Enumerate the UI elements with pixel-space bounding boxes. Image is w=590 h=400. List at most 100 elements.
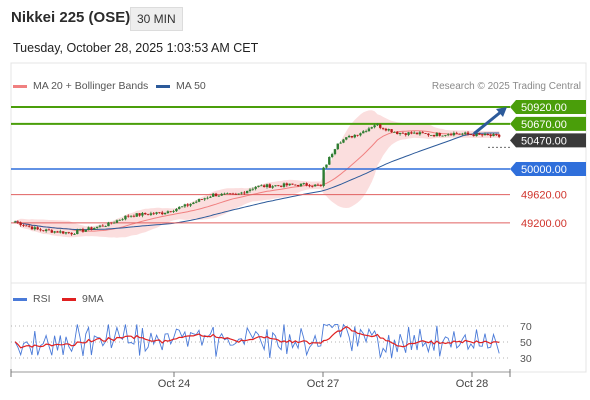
- candle-body: [480, 134, 484, 136]
- candle-body: [178, 207, 181, 209]
- candle-body: [78, 229, 82, 231]
- candle-body: [325, 164, 328, 168]
- candle-body: [50, 230, 54, 233]
- rsi-ma-swatch: [62, 297, 76, 301]
- candle-body: [200, 199, 204, 200]
- candle-body: [59, 231, 62, 233]
- candle-body: [333, 149, 337, 155]
- candle-body: [291, 183, 294, 185]
- candle-body: [217, 195, 221, 197]
- candle-body: [240, 192, 243, 194]
- candle-body: [455, 132, 458, 134]
- candle-body: [367, 128, 371, 132]
- candle-body: [268, 184, 272, 188]
- candle-body: [243, 192, 246, 194]
- candle-body: [36, 227, 39, 230]
- legend-rsi-label: RSI: [33, 293, 51, 305]
- candle-body: [449, 134, 453, 136]
- candle-body: [95, 226, 99, 228]
- candle-body: [302, 183, 306, 184]
- candle-body: [163, 212, 167, 215]
- candle-body: [115, 220, 119, 223]
- candle-body: [296, 184, 300, 187]
- price-tag-50670.00: [510, 116, 586, 131]
- candle-body: [452, 132, 456, 136]
- candle-body: [441, 135, 444, 137]
- candle-body: [342, 139, 345, 143]
- price-tag-50470.00: [510, 133, 586, 148]
- candle-body: [206, 197, 209, 199]
- candle-body: [47, 229, 51, 231]
- candle-body: [70, 232, 73, 235]
- candle-body: [262, 185, 266, 187]
- candle-body: [288, 183, 291, 186]
- candle-body: [265, 184, 269, 187]
- candle-body: [161, 212, 164, 215]
- candle-body: [44, 229, 48, 232]
- candle-body: [138, 213, 141, 216]
- candle-body: [478, 133, 481, 135]
- candle-body: [166, 211, 170, 213]
- candle-body: [421, 132, 424, 134]
- candle-body: [339, 142, 342, 144]
- ma50-swatch: [156, 84, 170, 88]
- timeframe-badge[interactable]: 30 MIN: [130, 7, 183, 31]
- candle-body: [427, 133, 430, 136]
- candle-body: [330, 154, 334, 157]
- candle-body: [390, 129, 393, 133]
- price-tag-label: 50920.00: [521, 102, 567, 114]
- candle-body: [463, 132, 467, 134]
- candle-body: [316, 184, 320, 186]
- candle-body: [404, 133, 407, 135]
- legend-rsi-ma: 9MA: [62, 293, 104, 305]
- chart-title: Nikkei 225 (OSE): [11, 9, 131, 26]
- candle-body: [234, 193, 238, 195]
- price-tag-50000.00: [510, 162, 586, 177]
- bollinger-swatch: [13, 84, 27, 88]
- candle-body: [435, 133, 439, 137]
- candle-body: [401, 132, 405, 134]
- candle-body: [226, 193, 229, 195]
- rsi-tick-label: 30: [520, 353, 532, 365]
- price-tag-label: 50470.00: [521, 135, 567, 147]
- candle-body: [370, 127, 373, 129]
- candle-body: [112, 222, 116, 224]
- candle-body: [175, 208, 178, 212]
- candle-body: [211, 193, 215, 197]
- candle-body: [373, 125, 376, 128]
- candle-body: [61, 231, 65, 234]
- price-tag-50920.00: [510, 100, 586, 114]
- candle-body: [497, 134, 501, 137]
- x-tick-label: Oct 27: [307, 378, 339, 390]
- candle-body: [214, 193, 218, 197]
- candle-body: [228, 193, 232, 195]
- timestamp: Tuesday, October 28, 2025 1:03:53 AM CET: [13, 41, 259, 55]
- candle-body: [127, 215, 130, 217]
- candle-body: [461, 133, 464, 135]
- x-tick-label: Oct 28: [456, 378, 488, 390]
- candle-body: [13, 221, 17, 223]
- candle-body: [305, 183, 308, 186]
- candle-body: [407, 132, 410, 135]
- candle-body: [294, 184, 297, 186]
- candle-body: [469, 134, 473, 135]
- candle-body: [73, 234, 76, 235]
- candle-body: [483, 133, 487, 136]
- candle-body: [248, 189, 252, 191]
- candle-body: [220, 193, 223, 196]
- candle-body: [466, 132, 470, 135]
- price-tag-label: 49200.00: [521, 218, 567, 230]
- candle-body: [129, 215, 133, 217]
- candle-body: [410, 132, 413, 134]
- legend-bollinger-label: MA 20 + Bollinger Bands: [33, 80, 149, 92]
- candle-body: [84, 229, 87, 232]
- candle-body: [486, 133, 490, 136]
- candle-body: [495, 134, 498, 136]
- candle-body: [319, 185, 322, 187]
- candle-body: [172, 211, 175, 212]
- candle-body: [64, 232, 68, 234]
- candle-body: [186, 204, 189, 206]
- candle-body: [381, 127, 385, 129]
- rsi-tick-label: 70: [520, 321, 532, 333]
